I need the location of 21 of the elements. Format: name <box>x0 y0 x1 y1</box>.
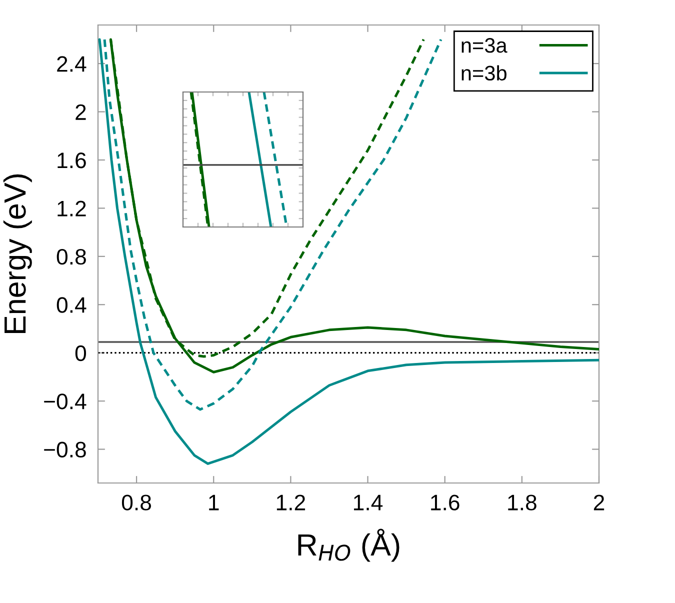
y-tick-label: −0.4 <box>44 394 86 410</box>
y-tick-label: 0 <box>75 345 86 362</box>
x-axis-title: R$_{HO}$ (Å) <box>298 528 400 562</box>
legend-label: n=3a <box>462 38 508 53</box>
x-tick-label: 1.4 <box>354 494 383 510</box>
y-tick-label: −0.8 <box>44 442 86 458</box>
x-tick-label: 1 <box>209 494 219 510</box>
x-tick-label: 1.8 <box>508 494 536 510</box>
x-tick-label: 1.6 <box>431 494 460 510</box>
y-tick-label: 1.6 <box>58 152 86 168</box>
y-tick-label: 2.4 <box>57 56 86 72</box>
y-tick-label: 1.2 <box>58 200 86 216</box>
y-tick-label: 2 <box>76 104 86 120</box>
y-tick-label: 0.8 <box>56 248 86 265</box>
x-tick-label: 0.8 <box>122 494 152 510</box>
y-axis-title: Energy (eV) <box>3 174 32 334</box>
y-tick-label: 0.4 <box>56 297 86 313</box>
x-tick-label: 2 <box>594 494 604 510</box>
line-series <box>98 38 599 465</box>
legend-label: n=3b <box>462 65 506 81</box>
x-tick-label: 1.2 <box>276 494 306 510</box>
